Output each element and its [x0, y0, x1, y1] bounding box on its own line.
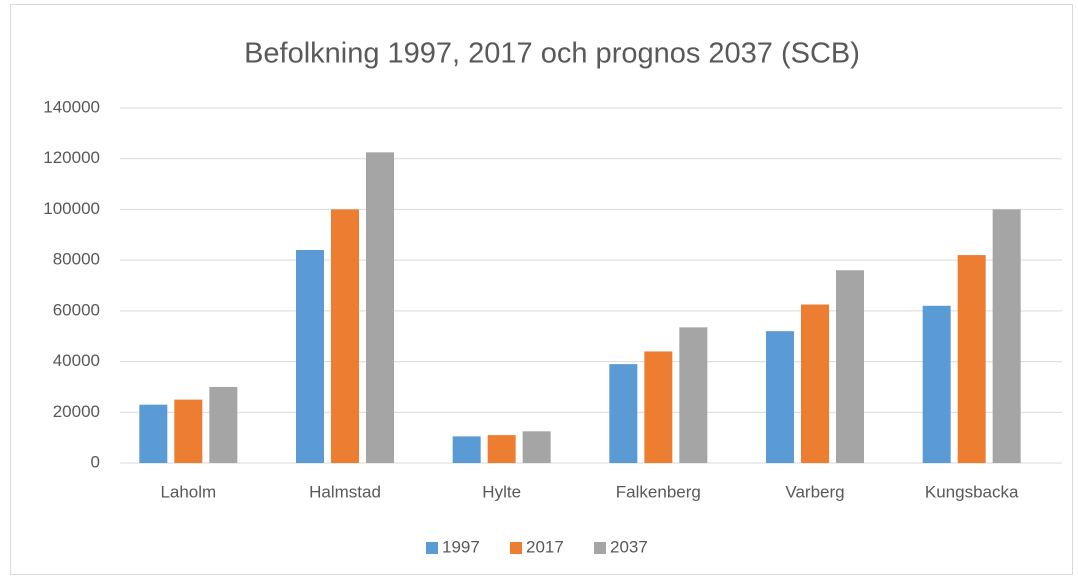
chart-border: [10, 4, 1073, 575]
bar: [452, 436, 481, 463]
bar: [922, 305, 951, 463]
x-tick-label: Hylte: [482, 482, 521, 501]
bar: [139, 404, 168, 463]
bar: [487, 435, 516, 463]
bar: [801, 304, 829, 463]
bar: [679, 327, 708, 463]
legend-label: 2017: [526, 537, 564, 556]
bar: [609, 364, 638, 463]
bar: [209, 386, 238, 463]
x-tick-label: Varberg: [785, 482, 844, 501]
legend-swatch: [426, 542, 438, 554]
y-tick-label: 140000: [43, 97, 100, 116]
legend-label: 2037: [610, 537, 648, 556]
y-tick-label: 120000: [43, 148, 100, 167]
x-tick-label: Laholm: [160, 482, 216, 501]
x-tick-label: Halmstad: [309, 482, 381, 501]
bar: [174, 399, 203, 463]
y-tick-label: 80000: [53, 250, 100, 269]
bar: [331, 209, 359, 463]
chart-title: Befolkning 1997, 2017 och prognos 2037 (…: [244, 38, 860, 70]
bar: [766, 331, 794, 463]
y-tick-label: 40000: [53, 351, 100, 370]
bar: [522, 431, 551, 463]
y-tick-label: 20000: [53, 402, 100, 421]
bar: [296, 250, 324, 463]
x-tick-label: Falkenberg: [616, 482, 701, 501]
bar: [992, 209, 1021, 463]
y-tick-label: 60000: [53, 300, 100, 319]
legend-swatch: [510, 542, 522, 554]
bar: [836, 270, 864, 463]
bar: [644, 351, 673, 463]
bar: [366, 152, 394, 463]
legend-label: 1997: [442, 537, 480, 556]
y-tick-label: 0: [91, 452, 100, 471]
legend-swatch: [594, 542, 606, 554]
bar: [957, 255, 986, 463]
x-tick-label: Kungsbacka: [925, 482, 1019, 501]
y-tick-label: 100000: [43, 199, 100, 218]
